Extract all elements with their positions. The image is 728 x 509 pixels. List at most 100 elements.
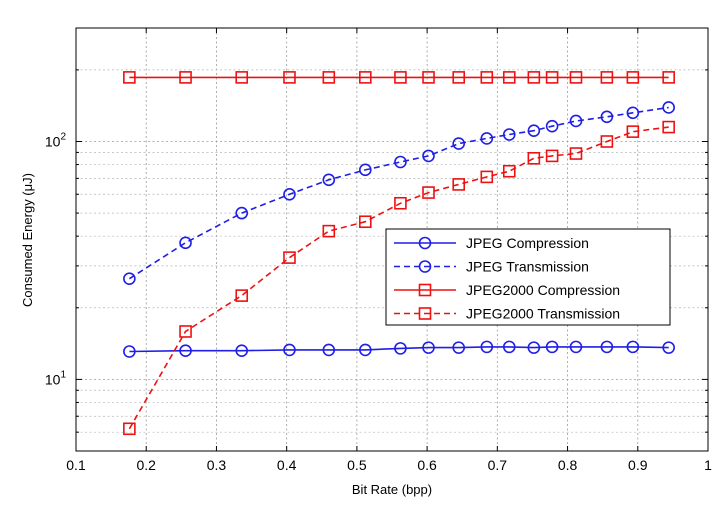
data-point-jpeg-transmission <box>123 272 136 286</box>
data-point-jpeg2000-compression <box>394 71 407 84</box>
data-point-jpeg-compression <box>394 342 407 355</box>
y-tick-label-exponent: 2 <box>60 132 66 143</box>
data-point-jpeg2000-compression <box>600 71 614 84</box>
data-point-jpeg2000-transmission <box>502 164 516 178</box>
data-point-jpeg-compression <box>626 340 640 354</box>
x-axis-label: Bit Rate (bpp) <box>352 482 432 497</box>
data-point-jpeg2000-transmission <box>452 178 466 191</box>
data-point-jpeg-transmission <box>502 128 516 141</box>
legend-box <box>385 228 671 326</box>
data-point-jpeg2000-transmission <box>123 422 136 436</box>
data-point-jpeg-transmission <box>600 110 614 124</box>
data-point-jpeg-transmission <box>527 124 541 138</box>
data-point-jpeg2000-compression <box>322 71 336 84</box>
y-tick-label-base: 10 <box>45 134 61 150</box>
data-point-jpeg2000-transmission <box>569 147 583 160</box>
data-point-jpeg2000-transmission <box>527 151 541 165</box>
data-point-jpeg2000-transmission <box>283 251 296 264</box>
data-point-jpeg2000-compression <box>480 71 494 84</box>
x-tick-label: 0.6 <box>417 457 437 473</box>
x-tick-label: 0.9 <box>628 457 648 473</box>
data-point-jpeg-transmission <box>422 149 435 163</box>
data-point-jpeg-compression <box>422 341 435 354</box>
data-point-jpeg-transmission <box>452 137 466 150</box>
data-point-jpeg2000-compression <box>502 71 516 84</box>
data-point-jpeg-compression <box>502 340 516 354</box>
data-point-jpeg-transmission <box>322 173 336 187</box>
y-axis-label: Consumed Energy (μJ) <box>20 173 35 307</box>
data-point-jpeg2000-compression <box>179 71 192 84</box>
y-tick-label-exponent: 1 <box>60 369 66 380</box>
data-point-jpeg2000-transmission <box>394 196 407 210</box>
data-point-jpeg2000-transmission <box>359 215 372 229</box>
series-line-jpeg-transmission <box>128 106 669 280</box>
data-point-jpeg-transmission <box>283 187 296 201</box>
data-point-jpeg2000-compression <box>422 71 435 84</box>
legend-label: JPEG Compression <box>466 235 589 251</box>
data-point-jpeg2000-compression <box>545 71 559 84</box>
data-point-jpeg-compression <box>123 345 136 358</box>
data-point-jpeg-transmission <box>480 132 494 145</box>
data-point-jpeg2000-transmission <box>626 125 640 138</box>
legend: JPEG Compression JPEG Transmission JPEG200… <box>385 228 671 326</box>
x-tick-label: 0.5 <box>347 457 367 473</box>
x-tick-label: 0.3 <box>207 457 227 473</box>
data-point-jpeg2000-transmission <box>662 120 675 134</box>
data-point-jpeg2000-compression <box>359 71 372 84</box>
legend-marker-jpeg2000-compression <box>418 283 432 297</box>
legend-item-jpeg-transmission: JPEG Transmission <box>394 259 589 275</box>
legend-label: JPEG2000 Compression <box>466 282 620 298</box>
data-point-jpeg-transmission <box>235 206 249 220</box>
data-point-jpeg-compression <box>452 341 466 354</box>
data-point-jpeg-compression <box>322 343 336 357</box>
series-jpeg2000-compression <box>123 71 675 84</box>
data-point-jpeg-transmission <box>662 101 675 114</box>
data-point-jpeg2000-transmission <box>235 289 249 302</box>
data-point-jpeg-compression <box>527 341 541 354</box>
x-tick-label: 0.7 <box>488 457 508 473</box>
data-point-jpeg-transmission <box>626 106 640 120</box>
series-jpeg-compression <box>123 340 675 358</box>
data-point-jpeg-transmission <box>179 236 192 250</box>
series-line-jpeg-compression <box>129 346 669 353</box>
data-point-jpeg2000-transmission <box>600 135 614 148</box>
data-point-jpeg2000-transmission <box>422 186 435 199</box>
data-point-jpeg2000-compression <box>527 71 541 84</box>
data-point-jpeg2000-transmission <box>179 325 192 338</box>
data-point-jpeg2000-compression <box>123 71 136 84</box>
series-layer <box>123 71 675 436</box>
data-point-jpeg2000-transmission <box>322 224 336 238</box>
data-point-jpeg-compression <box>179 344 192 358</box>
data-point-jpeg-compression <box>569 340 583 354</box>
legend-marker-jpeg-compression <box>418 236 432 250</box>
y-tick-label: 101 <box>45 369 67 387</box>
legend-label: JPEG Transmission <box>466 259 589 275</box>
data-point-jpeg-compression <box>359 343 372 357</box>
data-point-jpeg2000-compression <box>452 71 466 84</box>
x-tick-label: 0.1 <box>66 457 86 473</box>
series-jpeg-transmission <box>123 101 675 286</box>
x-tick-label: 0.2 <box>136 457 156 473</box>
y-tick-label-base: 10 <box>45 371 61 387</box>
data-point-jpeg-transmission <box>545 119 559 133</box>
data-point-jpeg2000-transmission <box>480 170 494 184</box>
legend-item-jpeg2000-transmission: JPEG2000 Transmission <box>394 306 620 322</box>
series-jpeg2000-transmission <box>123 120 675 436</box>
data-point-jpeg2000-compression <box>283 71 296 84</box>
data-point-jpeg2000-transmission <box>545 149 559 163</box>
data-point-jpeg-compression <box>662 341 675 354</box>
x-tick-label: 1 <box>704 457 712 473</box>
legend-marker-jpeg-transmission <box>418 260 432 273</box>
data-point-jpeg2000-compression <box>662 71 675 84</box>
data-point-jpeg2000-compression <box>626 71 640 84</box>
legend-label: JPEG2000 Transmission <box>466 306 620 322</box>
data-point-jpeg2000-compression <box>569 71 583 84</box>
plot-frame <box>75 27 709 452</box>
data-point-jpeg-compression <box>480 340 494 354</box>
data-point-jpeg2000-compression <box>235 71 249 84</box>
data-point-jpeg-compression <box>600 340 614 354</box>
x-tick-label: 0.8 <box>558 457 578 473</box>
x-tick-label: 0.4 <box>277 457 297 473</box>
